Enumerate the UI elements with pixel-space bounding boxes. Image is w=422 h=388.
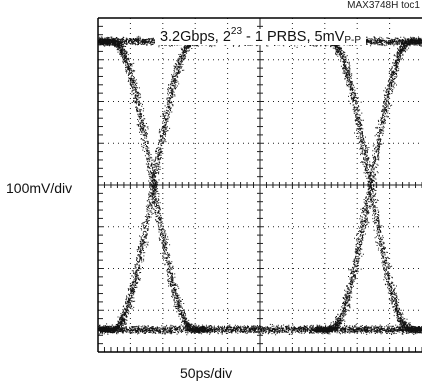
x-axis-label: 50ps/div [180, 365, 233, 381]
eye-trace [98, 35, 422, 336]
annotation-amplitude-subscript: P-P [344, 35, 362, 46]
figure-reference: MAX3748H toc1 [347, 0, 420, 11]
signal-annotation: 3.2Gbps, 223 - 1 PRBS, 5mVP-P [98, 26, 422, 46]
annotation-rate: 3.2Gbps, 2 [159, 29, 231, 45]
annotation-prbs: - 1 PRBS, 5mV [242, 29, 345, 45]
y-axis-label: 100mV/div [6, 180, 73, 196]
graticule-grid [97, 17, 422, 353]
eye-trace-dots [98, 35, 422, 336]
plot-frame [97, 17, 422, 353]
annotation-exponent: 23 [230, 26, 243, 37]
